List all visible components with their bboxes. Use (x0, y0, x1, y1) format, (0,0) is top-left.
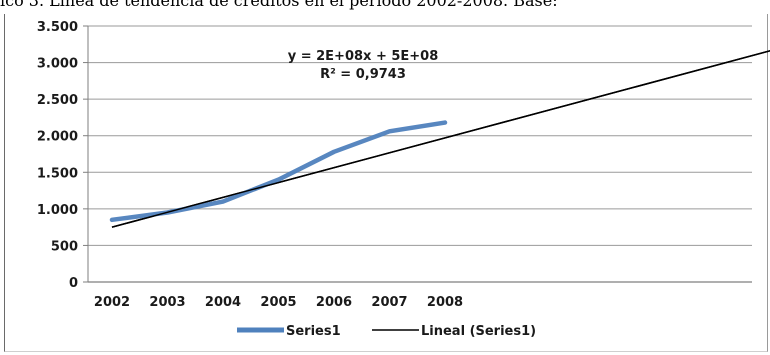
x-tick-label: 2006 (316, 295, 352, 310)
y-axis-tick-labels: 0 500 1.000 1.500 2.000 2.500 3.000 3.500 (37, 20, 78, 291)
x-tick-label: 2003 (149, 295, 185, 310)
axes (83, 25, 752, 283)
legend-label-series1: Series1 (286, 324, 341, 339)
legend-label-trendline: Lineal (Series1) (421, 324, 536, 339)
x-tick-label: 2007 (371, 295, 407, 310)
trendline-equation-text: y = 2E+08x + 5E+08 (288, 49, 439, 64)
x-tick-label: 2005 (260, 295, 296, 310)
trendline-r-squared-text: R² = 0,9743 (320, 67, 406, 82)
y-tick-label: 0 (69, 276, 78, 291)
trendline-equation: y = 2E+08x + 5E+08 R² = 0,9743 (288, 49, 439, 82)
chart-frame (4, 14, 768, 352)
plot-marks (109, 49, 770, 228)
y-tick-label: 1.000 (37, 203, 78, 218)
y-tick-label: 3.000 (37, 57, 78, 72)
y-tick-label: 2.000 (37, 130, 78, 145)
series-line (109, 120, 448, 223)
trendline-overlay (111, 50, 770, 228)
x-tick-label: 2002 (94, 295, 130, 310)
y-tick-label: 3.500 (37, 20, 78, 35)
y-tick-label: 1.500 (37, 166, 78, 181)
x-axis-tick-labels: 2002 2003 2004 2005 2006 2007 2008 (94, 295, 463, 310)
gridlines (88, 25, 752, 246)
x-tick-label: 2004 (205, 295, 241, 310)
y-tick-label: 500 (51, 239, 78, 254)
x-tick-label: 2008 (427, 295, 463, 310)
legend: Series1 Lineal (Series1) (237, 324, 536, 339)
chart-caption: ico 3. Línea de tendencia de créditos en… (0, 0, 558, 10)
y-tick-label: 2.500 (37, 93, 78, 108)
